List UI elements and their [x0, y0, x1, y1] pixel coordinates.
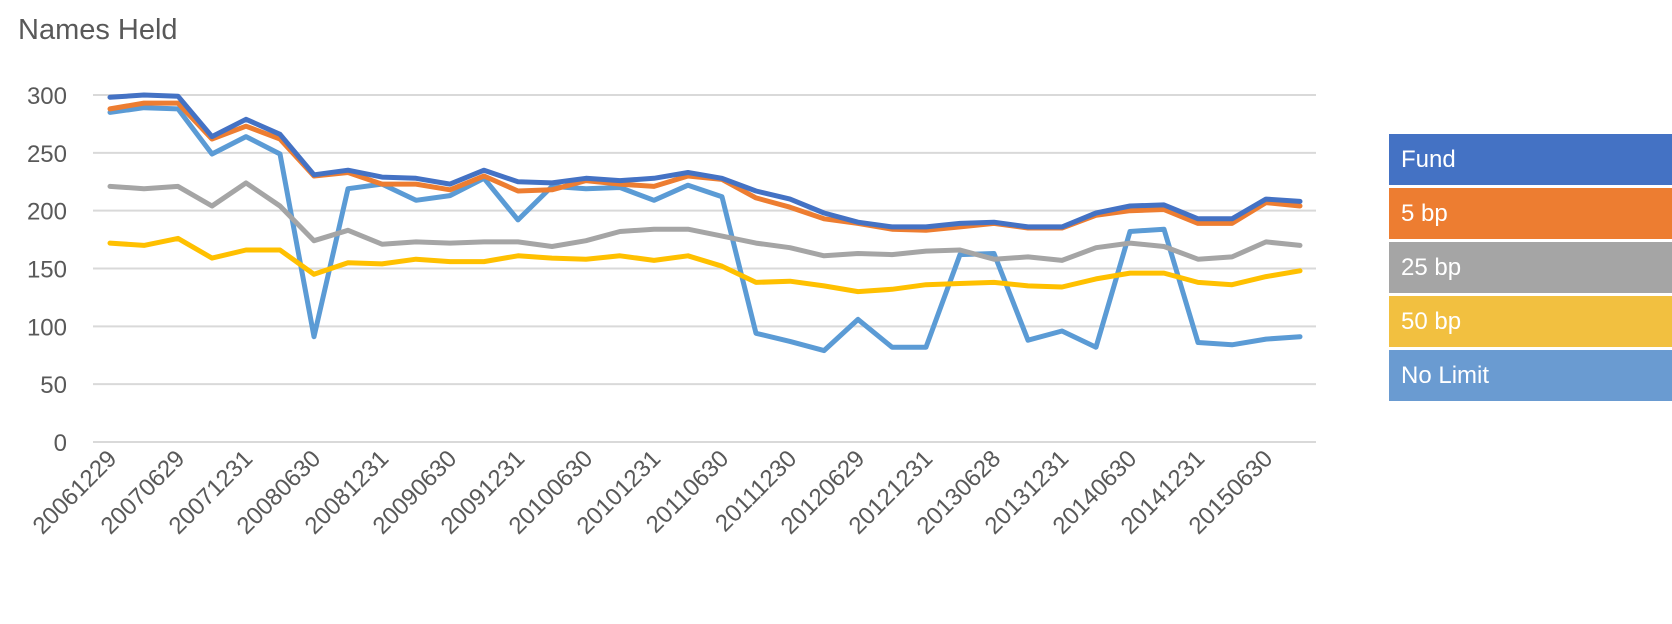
- y-tick-label: 50: [40, 372, 67, 399]
- legend-item-5bp: 5 bp: [1389, 188, 1672, 239]
- series-line-no-limit: [107, 105, 1303, 354]
- y-tick-label: 200: [27, 199, 67, 226]
- y-tick-label: 300: [27, 83, 67, 110]
- series-line-fund: [107, 92, 1303, 230]
- legend-item-50bp: 50 bp: [1389, 296, 1672, 347]
- y-tick-label: 250: [27, 141, 67, 168]
- legend: Fund 5 bp 25 bp 50 bp No Limit: [1389, 134, 1672, 404]
- series-line-50-bp: [107, 235, 1303, 295]
- y-tick-label: 0: [54, 430, 67, 457]
- legend-item-no-limit: No Limit: [1389, 350, 1672, 401]
- chart-title: Names Held: [18, 14, 178, 46]
- y-tick-label: 100: [27, 314, 67, 341]
- legend-item-25bp: 25 bp: [1389, 242, 1672, 293]
- series-line-25-bp: [107, 180, 1303, 263]
- y-tick-label: 150: [27, 257, 67, 284]
- legend-item-fund: Fund: [1389, 134, 1672, 185]
